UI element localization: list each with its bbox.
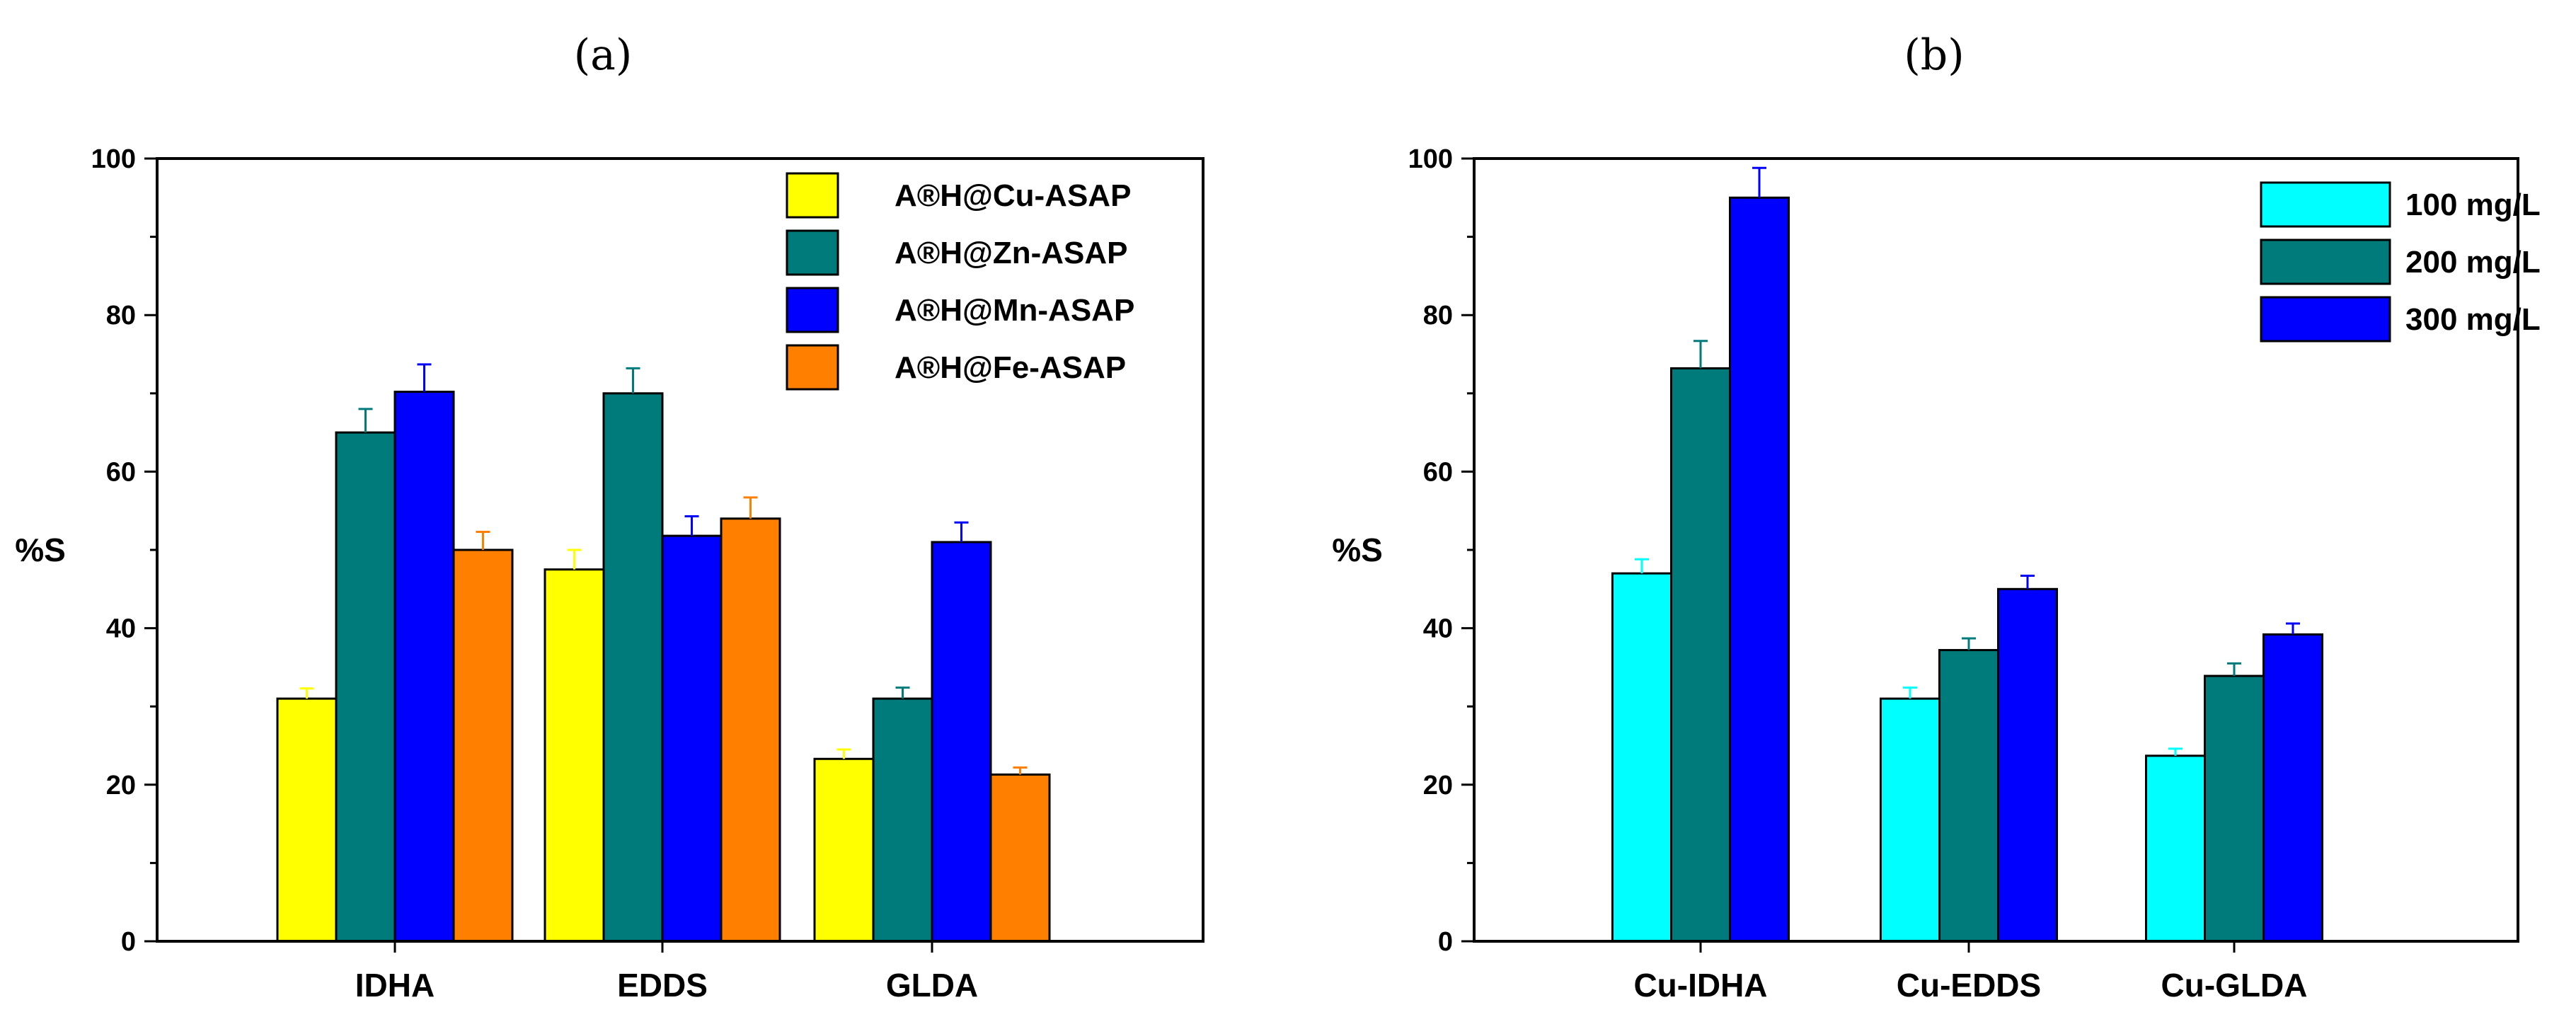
x-tick-label: Cu-GLDA [2161,967,2308,1004]
y-tick-label: 40 [1423,614,1453,644]
legend-label: A®H@Mn-ASAP [895,293,1134,328]
y-tick-label: 20 [106,771,136,800]
plot-frame [1473,157,2519,943]
bar [1729,196,1790,943]
chart-panel-a: (a) %S 0 20 40 60 80 100 IDHA EDDS GLDA A®H@Cu-ASAP… [15,30,1204,1004]
panel-label: (b) [1904,30,1964,80]
y-axis-label: %S [1332,532,1383,568]
y-tick-label: 80 [1423,301,1453,331]
legend-label: 300 mg/L [2405,302,2541,337]
x-tick-label: Cu-EDDS [1897,967,2041,1004]
legend-swatch [2260,181,2391,228]
chart-panel-b: (b) %S 0 20 40 60 80 100 Cu-IDHA Cu-EDDS Cu-GLDA 10… [1332,30,2541,1004]
y-tick-label: 40 [106,614,136,644]
y-tick-label: 0 [121,927,136,957]
bar [989,773,1051,943]
y-tick-label: 80 [106,301,136,331]
legend-swatch [786,229,839,276]
bar [872,697,933,943]
y-tick-label: 100 [91,144,136,174]
bar [931,541,992,943]
bar [2262,633,2323,943]
bar [813,757,875,943]
bar [1611,572,1672,943]
bar [393,391,455,943]
y-tick-label: 60 [106,457,136,487]
y-tick-label: 100 [1408,144,1453,174]
bar [452,548,514,943]
legend-label: A®H@Zn-ASAP [895,236,1128,270]
legend-swatch [786,172,839,219]
x-tick-label: EDDS [617,967,708,1004]
legend-label: 200 mg/L [2405,245,2541,280]
bar [661,534,723,943]
bar [276,697,338,943]
y-tick-label: 0 [1438,927,1453,957]
legend-label: A®H@Fe-ASAP [895,350,1126,385]
x-tick-label: IDHA [355,967,435,1004]
bar [2204,674,2265,943]
bar [335,431,396,943]
bar [1880,697,1940,943]
legend-swatch [786,344,839,391]
legend-label: 100 mg/L [2405,188,2541,222]
legend-swatch [2260,239,2391,285]
bar [602,392,664,943]
plot-frame [156,157,1204,943]
bar [1997,587,2058,943]
x-tick-label: Cu-IDHA [1633,967,1767,1004]
bar [1938,649,1999,943]
legend-swatch [786,287,839,333]
bar [1670,367,1731,943]
y-tick-label: 20 [1423,771,1453,800]
bar [720,517,781,943]
y-tick-label: 60 [1423,457,1453,487]
y-axis-label: %S [15,532,66,568]
bar [2145,754,2206,943]
panel-label: (a) [574,30,633,80]
bar [544,568,605,943]
legend-swatch [2260,296,2391,343]
x-tick-label: GLDA [886,967,978,1004]
legend-label: A®H@Cu-ASAP [895,178,1131,213]
